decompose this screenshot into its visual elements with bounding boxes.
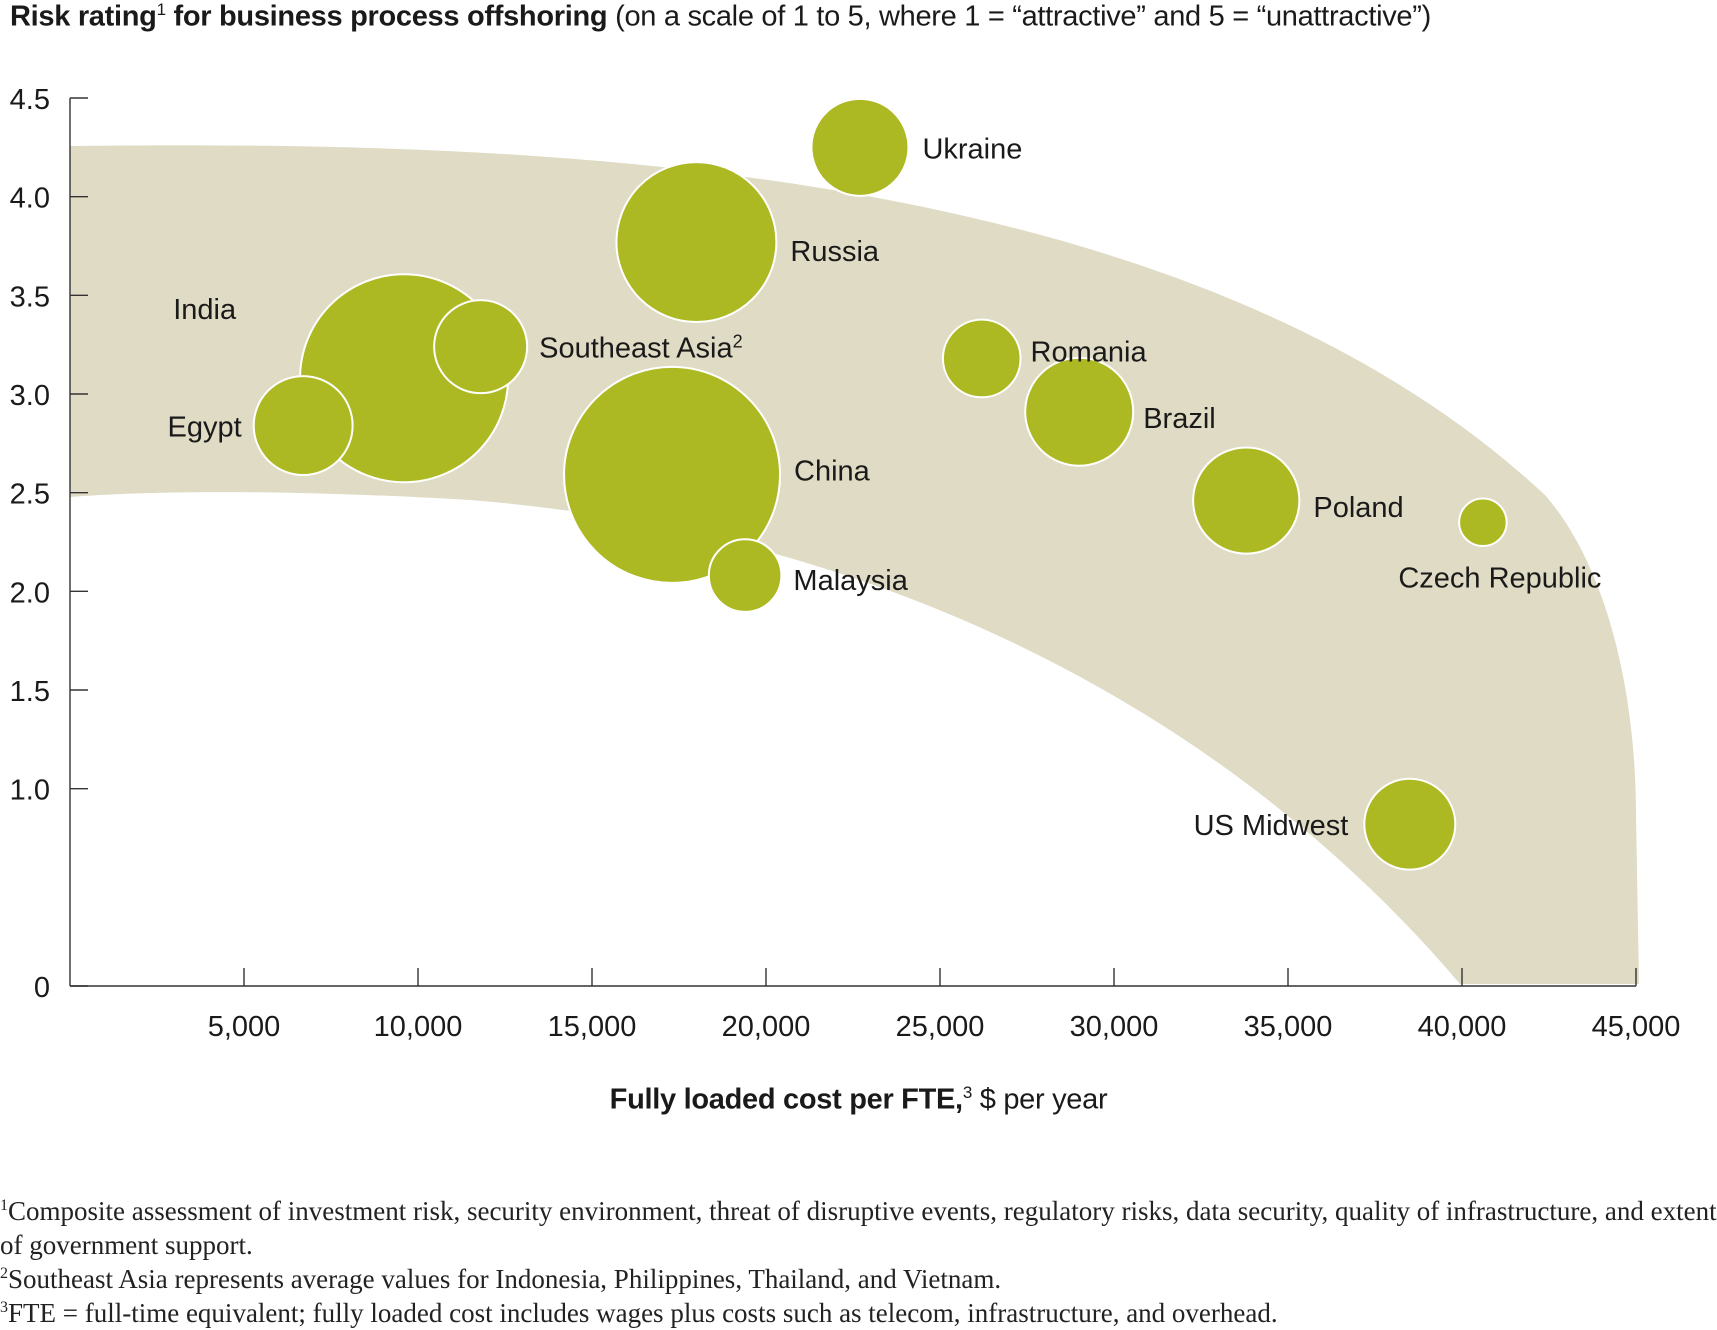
x-tick-label: 5,000 xyxy=(208,1011,281,1043)
title-scale-note: (on a scale of 1 to 5, where 1 = “attrac… xyxy=(607,0,1431,33)
bubble-label-russia: Russia xyxy=(790,236,880,268)
bubble-label-romania: Romania xyxy=(1031,337,1148,369)
x-tick-label: 35,000 xyxy=(1244,1011,1333,1043)
bubble-label-czech-republic: Czech Republic xyxy=(1398,562,1601,594)
footnote-2-text: Southeast Asia represents average values… xyxy=(8,1264,1002,1294)
axes: 0 1.0 1.5 2.0 2.5 3.0 3.5 4.0 4.5 5,000 10,000 15,0… xyxy=(10,84,1681,1043)
bubble-label-footnote-mark: 2 xyxy=(733,332,743,352)
bubble-poland xyxy=(1192,446,1301,555)
bubble-label-poland: Poland xyxy=(1313,492,1403,524)
bubble-malaysia xyxy=(707,538,783,613)
y-tick-label: 0 xyxy=(34,972,50,1004)
x-tick-label: 10,000 xyxy=(374,1011,463,1043)
footnote-1: 1Composite assessment of investment risk… xyxy=(0,1194,1717,1262)
bubble-labels: Ukraine Russia India Southeast Asia2 Romania… xyxy=(168,133,1602,842)
x-tick-label: 45,000 xyxy=(1592,1011,1681,1043)
chart-title: Risk rating1 for business process offsho… xyxy=(10,0,1431,34)
bubble-us-midwest xyxy=(1363,777,1457,871)
footnote-2-mark: 2 xyxy=(0,1265,8,1282)
bubbles xyxy=(252,97,1508,871)
title-footnote-mark: 1 xyxy=(156,0,166,19)
bubble-label-us-midwest: US Midwest xyxy=(1194,810,1349,842)
x-tick-label: 15,000 xyxy=(548,1011,637,1043)
bubble-label-malaysia: Malaysia xyxy=(793,565,908,597)
bubble-china xyxy=(563,365,782,584)
x-tick-label: 25,000 xyxy=(896,1011,985,1043)
x-axis-title: Fully loaded cost per FTE,3 $ per year xyxy=(0,1083,1717,1117)
y-tick-label: 3.5 xyxy=(10,281,50,313)
title-bold-text-2: for business process offshoring xyxy=(165,0,608,33)
footnote-3-mark: 3 xyxy=(0,1299,8,1316)
footnotes: 1Composite assessment of investment risk… xyxy=(0,1194,1717,1330)
footnote-3: 3FTE = full-time equivalent; fully loade… xyxy=(0,1296,1717,1330)
y-tick-label: 4.0 xyxy=(10,183,50,215)
bubble-romania xyxy=(941,318,1022,399)
bubble-chart: 0 1.0 1.5 2.0 2.5 3.0 3.5 4.0 4.5 5,000 10,000 15,0… xyxy=(10,84,1681,1043)
x-tick-label: 30,000 xyxy=(1070,1011,1159,1043)
bubble-label-egypt: Egypt xyxy=(168,412,242,444)
x-axis-title-unit: $ per year xyxy=(971,1083,1108,1116)
footnote-1-mark: 1 xyxy=(0,1197,8,1214)
bubble-label-india: India xyxy=(173,294,237,326)
y-tick-label: 2.5 xyxy=(10,479,50,511)
x-tick-label: 20,000 xyxy=(722,1011,811,1043)
y-tick-label: 1.5 xyxy=(10,676,50,708)
y-tick-label: 4.5 xyxy=(10,84,50,116)
footnote-1-text: Composite assessment of investment risk,… xyxy=(0,1196,1717,1260)
x-axis-title-footnote-mark: 3 xyxy=(962,1083,972,1102)
footnote-2: 2Southeast Asia represents average value… xyxy=(0,1262,1717,1296)
bubble-ukraine xyxy=(810,97,910,197)
bubble-label-china: China xyxy=(794,456,871,488)
x-tick-label: 40,000 xyxy=(1418,1011,1507,1043)
footnote-3-text: FTE = full-time equivalent; fully loaded… xyxy=(8,1298,1278,1328)
bubble-czech-republic xyxy=(1458,497,1508,548)
bubble-label-ukraine: Ukraine xyxy=(922,133,1022,165)
x-axis-title-bold: Fully loaded cost per FTE, xyxy=(609,1083,963,1116)
title-bold-text: Risk rating xyxy=(10,0,157,33)
y-tick-label: 3.0 xyxy=(10,380,50,412)
y-tick-label: 1.0 xyxy=(10,775,50,807)
bubble-russia xyxy=(615,161,778,324)
bubble-brazil xyxy=(1024,356,1135,467)
y-tick-label: 2.0 xyxy=(10,577,50,609)
bubble-southeast-asia xyxy=(433,299,529,395)
bubble-label-brazil: Brazil xyxy=(1143,403,1216,435)
bubble-egypt xyxy=(252,375,354,477)
bubble-label-southeast-asia: Southeast Asia2 xyxy=(539,332,743,365)
